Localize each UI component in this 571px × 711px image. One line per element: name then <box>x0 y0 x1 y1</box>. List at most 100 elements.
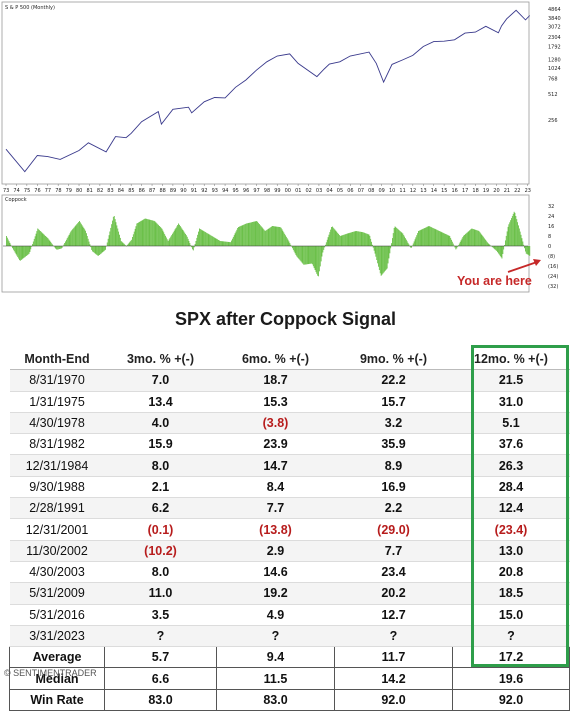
coppock-bar <box>133 234 134 246</box>
coppock-bar <box>223 241 224 246</box>
table-row: 3/31/2023???? <box>10 625 570 646</box>
coppock-bar <box>487 242 488 246</box>
coppock-bar <box>34 239 35 246</box>
coppock-bar <box>168 241 169 246</box>
return-cell: ? <box>217 625 335 646</box>
coppock-bar <box>177 225 178 246</box>
coppock-bar <box>456 246 457 248</box>
coppock-bar <box>40 231 41 246</box>
coppock-bar <box>7 238 8 246</box>
coppock-bar <box>319 246 320 271</box>
coppock-bar <box>67 238 68 246</box>
return-cell: 15.7 <box>335 391 453 412</box>
coppock-bar <box>58 246 59 249</box>
coppock-bar <box>284 234 285 246</box>
coppock-bar <box>292 246 293 248</box>
coppock-bar <box>188 239 189 246</box>
coppock-bar <box>348 233 349 246</box>
return-cell: 8.0 <box>105 561 217 582</box>
return-cell: 8.9 <box>335 455 453 476</box>
coppock-bar <box>189 241 190 246</box>
coppock-bar <box>475 230 476 246</box>
x-tick-label: 87 <box>149 188 155 194</box>
coppock-bar <box>14 246 15 251</box>
coppock-bar <box>242 225 243 246</box>
coppock-bar <box>134 232 135 246</box>
coppock-bar <box>448 235 449 246</box>
coppock-bar <box>116 222 117 246</box>
coppock-bar <box>117 229 118 247</box>
coppock-bar <box>131 240 132 246</box>
coppock-bar <box>473 229 474 246</box>
coppock-bar <box>369 235 370 247</box>
coppock-bar <box>268 229 269 246</box>
coppock-bar <box>342 235 343 246</box>
coppock-bar <box>363 233 364 247</box>
coppock-bar <box>418 231 419 246</box>
coppock-bar <box>219 241 220 247</box>
coppock-bar <box>498 246 499 254</box>
coppock-bar <box>97 246 98 256</box>
coppock-bar <box>20 246 21 261</box>
coppock-bar <box>414 241 415 246</box>
coppock-bar <box>358 231 359 246</box>
coppock-bar <box>415 239 416 246</box>
x-tick-label: 14 <box>431 188 437 194</box>
coppock-bar <box>93 246 94 252</box>
coppock-bar <box>481 234 482 246</box>
coppock-bar <box>256 221 257 246</box>
coppock-bar <box>86 233 87 246</box>
coppock-bar <box>340 236 341 246</box>
coppock-bar <box>520 232 521 246</box>
coppock-bar <box>232 239 233 246</box>
coppock-bar <box>76 224 77 246</box>
coppock-bar <box>16 246 17 256</box>
coppock-bar <box>269 228 270 246</box>
coppock-bar <box>296 246 297 255</box>
coppock-bar <box>103 246 104 252</box>
coppock-bar <box>522 238 523 246</box>
coppock-bar <box>25 246 26 257</box>
return-cell: 15.9 <box>105 434 217 455</box>
coppock-bar <box>397 229 398 246</box>
price-y-tick-label: 4864 <box>548 7 561 13</box>
coppock-bar <box>315 246 316 270</box>
coppock-bar <box>23 246 24 259</box>
return-cell: 21.5 <box>453 370 570 391</box>
coppock-bar <box>45 236 46 246</box>
return-cell: (0.1) <box>105 519 217 540</box>
coppock-bar <box>310 246 311 264</box>
coppock-bar <box>204 232 205 246</box>
summary-value: 17.2 <box>453 647 570 668</box>
return-cell: ? <box>453 625 570 646</box>
coppock-bar <box>524 246 525 248</box>
coppock-bar <box>262 228 263 246</box>
coppock-bar <box>332 227 333 246</box>
coppock-bar <box>192 246 193 249</box>
coppock-bar <box>10 243 11 246</box>
coppock-bar <box>197 235 198 246</box>
coppock-bar <box>132 237 133 246</box>
x-tick-label: 97 <box>253 188 259 194</box>
coppock-bar <box>255 221 256 246</box>
coppock-bar <box>287 238 288 246</box>
coppock-bar <box>258 223 259 246</box>
return-cell: 2.9 <box>217 540 335 561</box>
coppock-bar <box>175 229 176 246</box>
coppock-bar <box>161 228 162 246</box>
coppock-bar <box>380 246 381 273</box>
coppock-bar <box>94 246 95 253</box>
coppock-bar <box>421 230 422 246</box>
coppock-bar <box>314 246 315 268</box>
x-tick-label: 07 <box>358 188 364 194</box>
x-tick-label: 86 <box>139 188 145 194</box>
coppock-bar <box>56 246 57 250</box>
coppock-bar <box>96 246 97 255</box>
coppock-bar <box>449 236 450 246</box>
coppock-bar <box>509 222 510 246</box>
coppock-bar <box>389 246 390 253</box>
return-cell: 16.9 <box>335 476 453 497</box>
